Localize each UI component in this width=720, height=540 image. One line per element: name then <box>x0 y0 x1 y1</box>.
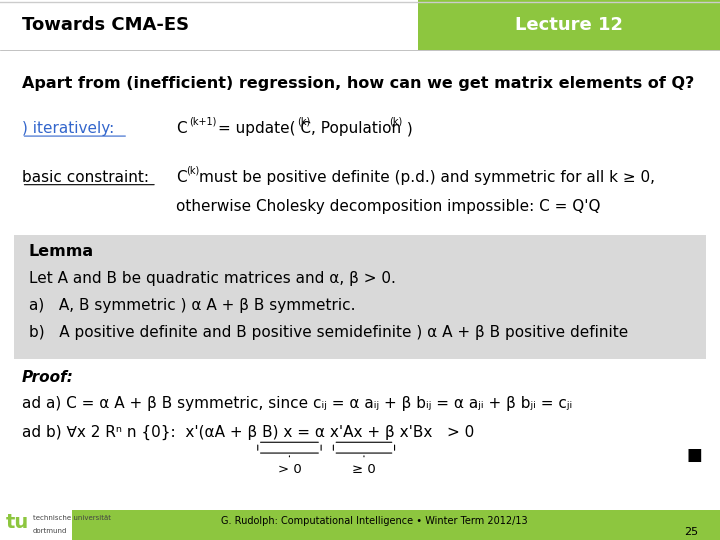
Text: C: C <box>176 121 187 136</box>
Text: otherwise Cholesky decomposition impossible: C = Q'Q: otherwise Cholesky decomposition impossi… <box>176 199 601 214</box>
Text: , Population: , Population <box>311 121 401 136</box>
Text: C: C <box>176 170 187 185</box>
Bar <box>0 0 720 50</box>
Text: a)   A, B symmetric ) α A + β B symmetric.: a) A, B symmetric ) α A + β B symmetric. <box>29 298 355 313</box>
Text: = update( C: = update( C <box>218 121 311 136</box>
Text: dortmund: dortmund <box>33 528 68 534</box>
Text: Lemma: Lemma <box>29 244 94 259</box>
Text: (k): (k) <box>389 117 402 126</box>
Text: ): ) <box>402 121 413 136</box>
Text: technische universität: technische universität <box>33 515 111 521</box>
Bar <box>418 0 720 50</box>
Bar <box>0 510 72 540</box>
Text: ■: ■ <box>687 446 703 464</box>
Text: (k+1): (k+1) <box>189 117 217 126</box>
Text: b)   A positive definite and B positive semidefinite ) α A + β B positive defini: b) A positive definite and B positive se… <box>29 325 628 340</box>
Text: basic constraint:: basic constraint: <box>22 170 148 185</box>
Text: > 0: > 0 <box>278 463 301 476</box>
Text: ) iteratively:: ) iteratively: <box>22 121 114 136</box>
Text: ad b) ∀x 2 Rⁿ n {0}:  x'(αA + β B) x = α x'Ax + β x'Bx   > 0: ad b) ∀x 2 Rⁿ n {0}: x'(αA + β B) x = α … <box>22 424 474 440</box>
Text: (k): (k) <box>186 165 199 175</box>
Bar <box>14 235 706 359</box>
Text: Proof:: Proof: <box>22 370 73 386</box>
Bar <box>0 510 720 540</box>
Text: Lecture 12: Lecture 12 <box>515 16 623 34</box>
Text: Apart from (inefficient) regression, how can we get matrix elements of Q?: Apart from (inefficient) regression, how… <box>22 76 694 91</box>
Text: 25: 25 <box>684 526 698 537</box>
Text: ≥ 0: ≥ 0 <box>352 463 376 476</box>
Text: Let A and B be quadratic matrices and α, β > 0.: Let A and B be quadratic matrices and α,… <box>29 271 396 286</box>
Text: G. Rudolph: Computational Intelligence • Winter Term 2012/13: G. Rudolph: Computational Intelligence •… <box>221 516 528 526</box>
Text: must be positive definite (p.d.) and symmetric for all k ≥ 0,: must be positive definite (p.d.) and sym… <box>199 170 654 185</box>
Text: Towards CMA-ES: Towards CMA-ES <box>22 16 189 34</box>
Text: ad a) C = α A + β B symmetric, since cᵢⱼ = α aᵢⱼ + β bᵢⱼ = α aⱼᵢ + β bⱼᵢ = cⱼᵢ: ad a) C = α A + β B symmetric, since cᵢⱼ… <box>22 396 572 411</box>
Text: tu: tu <box>6 514 29 532</box>
Text: (k): (k) <box>297 117 310 126</box>
